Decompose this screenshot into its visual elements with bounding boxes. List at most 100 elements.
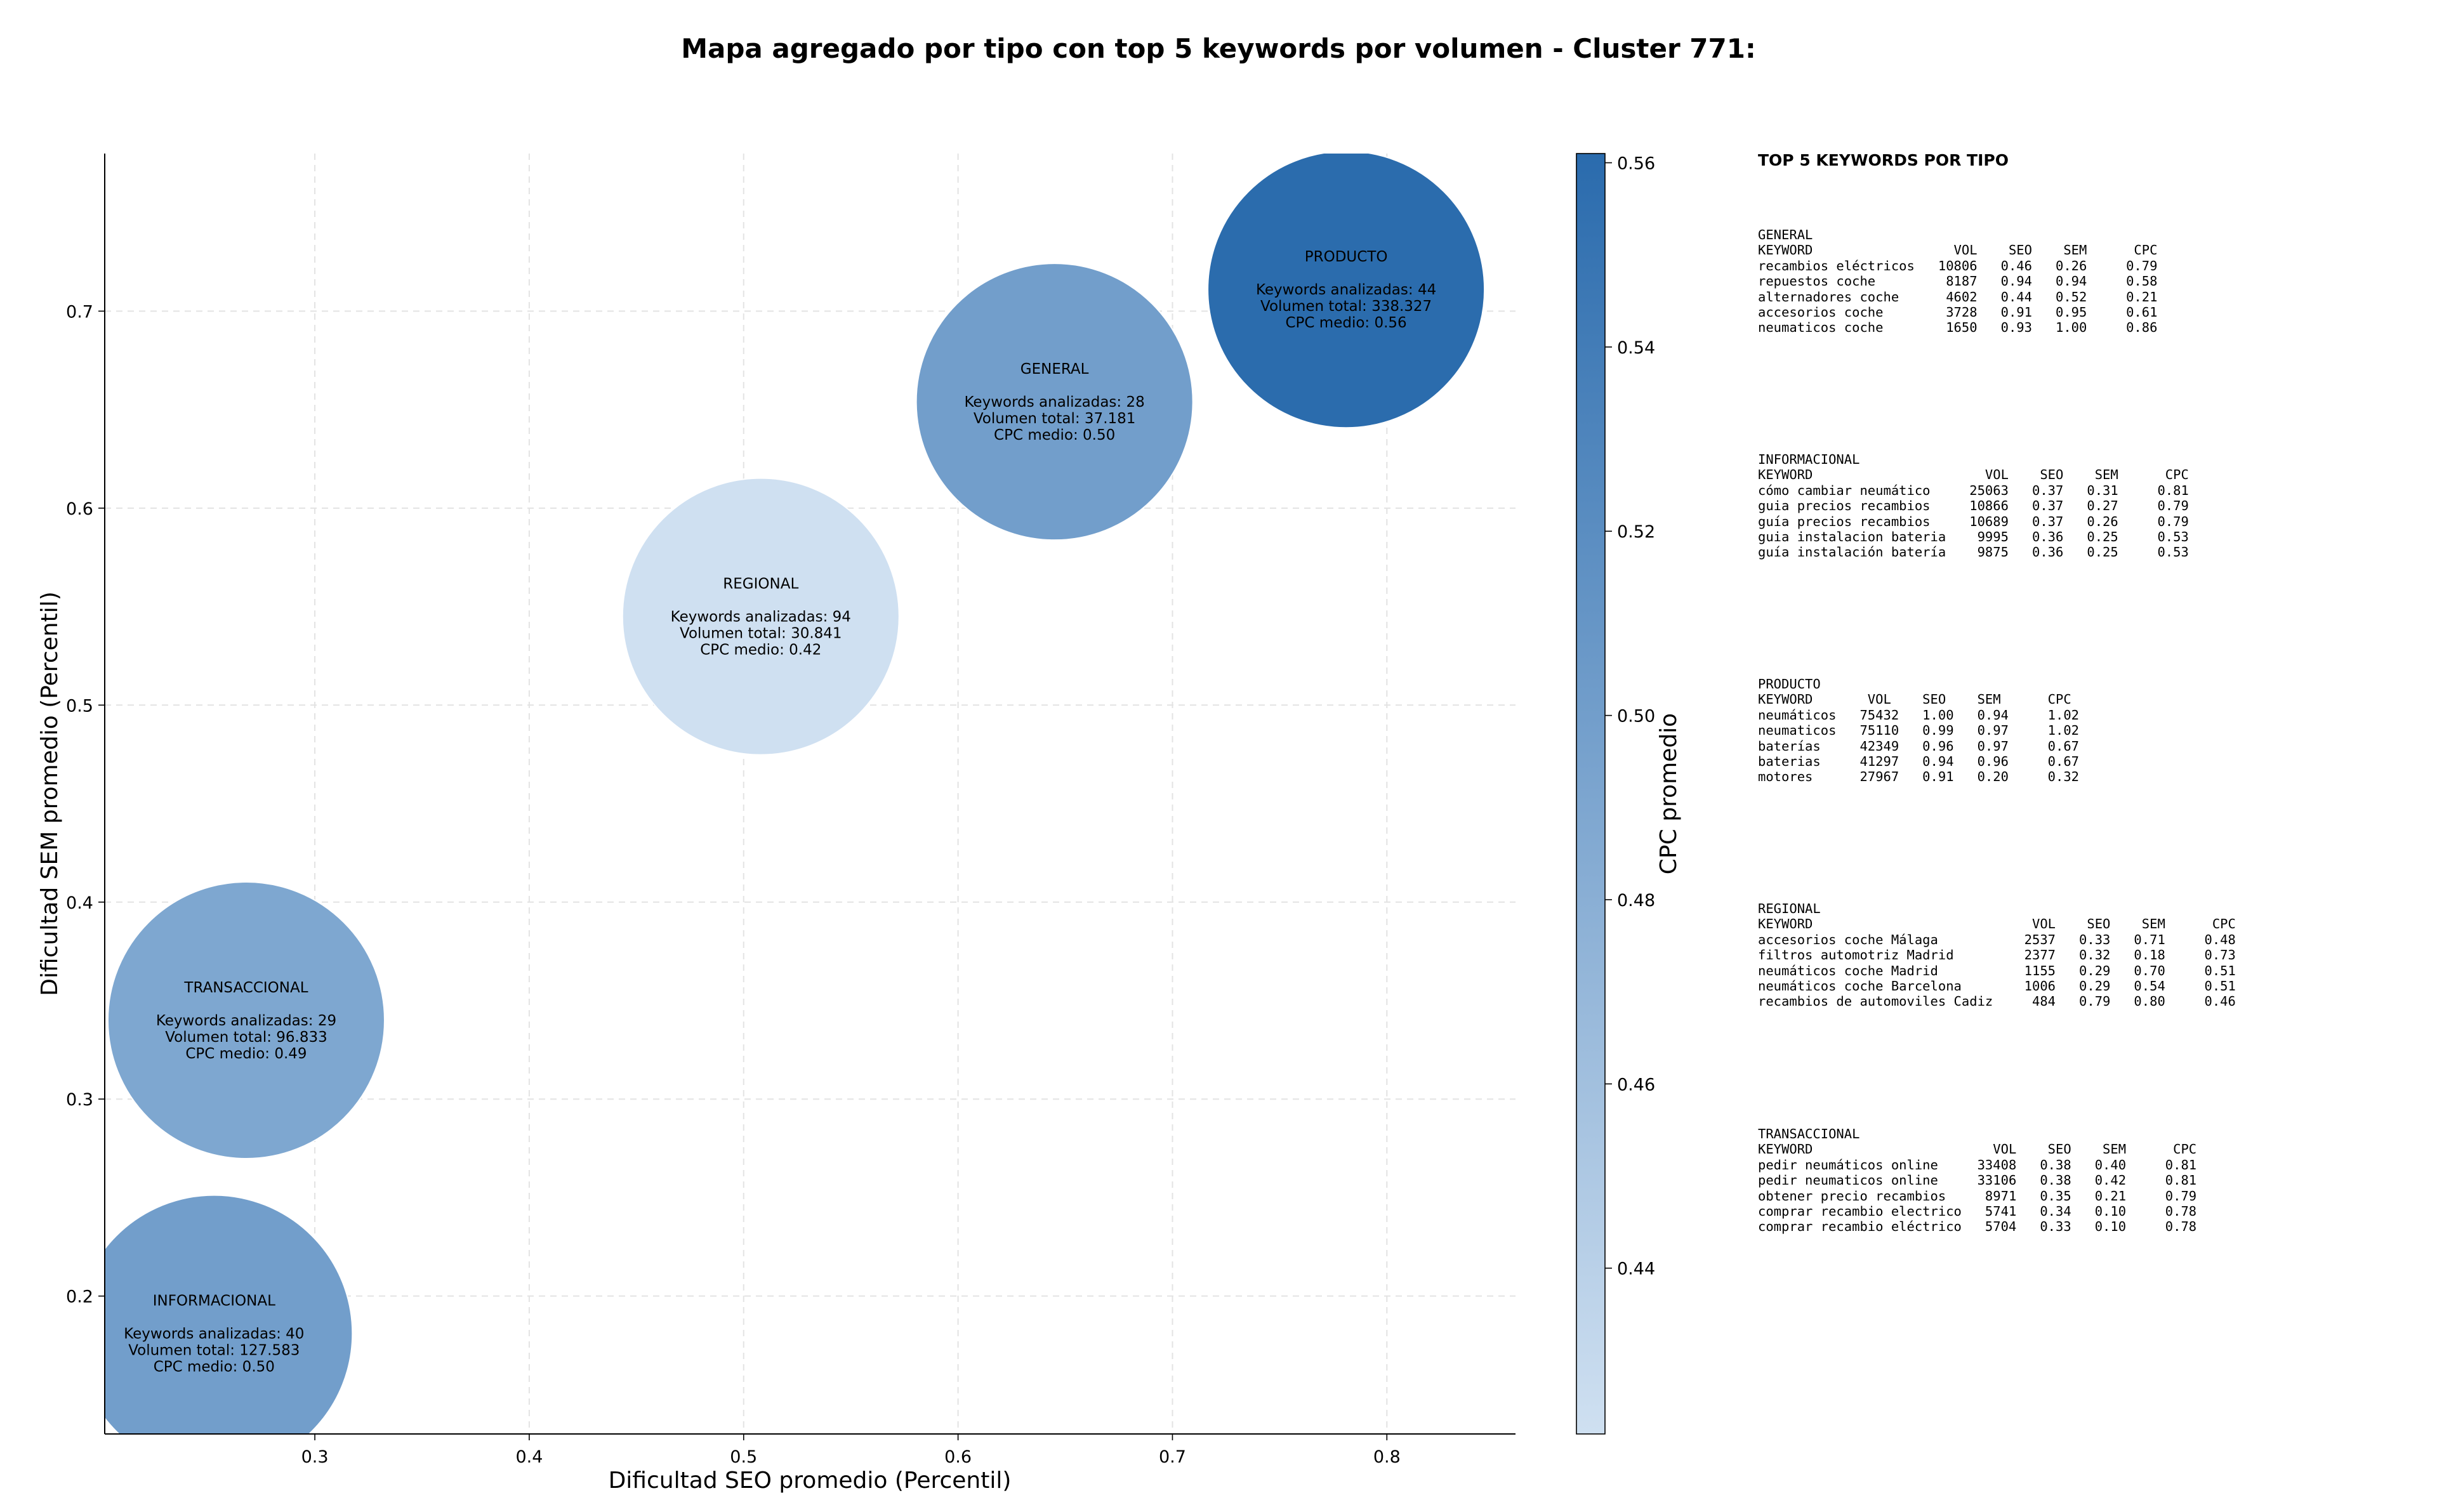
keyword-table-row: obtener precio recambios 8971 0.35 0.21 …	[1758, 1188, 2197, 1204]
keyword-table-row: comprar recambio electrico 5741 0.34 0.1…	[1758, 1204, 2197, 1219]
keyword-table-row: pedir neumáticos online 33408 0.38 0.40 …	[1758, 1157, 2197, 1173]
keyword-table-row: repuestos coche 8187 0.94 0.94 0.58	[1758, 273, 2158, 289]
x-tick-label: 0.3	[301, 1447, 329, 1467]
x-tick-label: 0.5	[730, 1447, 757, 1467]
y-tick-label: 0.2	[66, 1287, 93, 1307]
keyword-table-row: neumaticos coche 1650 0.93 1.00 0.86	[1758, 320, 2158, 336]
grid	[105, 154, 1516, 1434]
bubble-informacional: INFORMACIONAL Keywords analizadas: 40Volu…	[105, 1194, 353, 1434]
bubble-point	[1207, 154, 1486, 429]
keyword-table-row: recambios de automoviles Cadiz 484 0.79 …	[1758, 994, 2236, 1009]
keyword-table-heading: INFORMACIONAL	[1758, 452, 1860, 467]
keyword-table-transaccional: TRANSACCIONAL KEYWORD VOL SEO SEM CPC pedi…	[1758, 1126, 2196, 1235]
colorbar: 0.44 0.46 0.48 0.50 0.52 0.54 0.56 CPC promedi…	[1576, 153, 1682, 1435]
keyword-table-header: KEYWORD VOL SEO SEM CPC	[1758, 916, 2236, 932]
keyword-table-row: neumaticos 75110 0.99 0.97 1.02	[1758, 723, 2080, 739]
keyword-table-row: recambios eléctricos 10806 0.46 0.26 0.7…	[1758, 258, 2158, 273]
y-tick-label: 0.6	[66, 499, 93, 519]
keyword-table-row: guia precios recambios 10866 0.37 0.27 0…	[1758, 498, 2189, 514]
keyword-table-row: baterias 41297 0.94 0.96 0.67	[1758, 754, 2080, 770]
bubble-label: CPC medio: 0.42	[700, 642, 821, 659]
tick-labels: 0.3 0.4 0.5 0.6 0.7 0.8 0.2 0.3 0.4 0.5 0.6 0.7	[66, 302, 1401, 1467]
bubble-label: CPC medio: 0.49	[185, 1046, 307, 1062]
keyword-table-row: guía instalación batería 9875 0.36 0.25 …	[1758, 544, 2189, 560]
colorbar-tick-label: 0.44	[1617, 1259, 1655, 1279]
bubble-label: Volumen total: 338.327	[1260, 298, 1432, 315]
bubble-label: Keywords analizadas: 28	[965, 394, 1145, 411]
keywords-panel-title: TOP 5 KEYWORDS POR TIPO	[1758, 151, 2009, 169]
colorbar-ticks: 0.44 0.46 0.48 0.50 0.52 0.54 0.56	[1605, 154, 1655, 1279]
keyword-table-row: motores 27967 0.91 0.20 0.32	[1758, 769, 2080, 785]
bubble-label: Volumen total: 96.833	[165, 1029, 327, 1046]
keyword-table-row: alternadores coche 4602 0.44 0.52 0.21	[1758, 289, 2158, 305]
keyword-table-row: accesorios coche Málaga 2537 0.33 0.71 0…	[1758, 931, 2236, 947]
keyword-table-heading: GENERAL	[1758, 227, 1813, 242]
bubble-label: Keywords analizadas: 29	[156, 1013, 336, 1029]
bubble-label: INFORMACIONAL	[153, 1293, 275, 1310]
axes	[98, 154, 1516, 1440]
bubble-label: REGIONAL	[723, 576, 798, 593]
bubble-label: CPC medio: 0.56	[1286, 315, 1407, 331]
colorbar-label: CPC promedio	[1656, 713, 1682, 874]
bubble-point	[915, 263, 1194, 541]
keyword-table-heading: TRANSACCIONAL	[1758, 1126, 1860, 1141]
colorbar-tick-label: 0.56	[1617, 154, 1655, 174]
x-axis-label: Dificultad SEO promedio (Percentil)	[609, 1468, 1012, 1494]
bubble-label: PRODUCTO	[1305, 249, 1388, 265]
keyword-table-header: KEYWORD VOL SEO SEM CPC	[1758, 467, 2189, 483]
colorbar-tick-label: 0.52	[1617, 522, 1655, 542]
bubble-label: Keywords analizadas: 94	[671, 609, 851, 626]
keyword-table-row: neumáticos 75432 1.00 0.94 1.02	[1758, 707, 2080, 723]
keyword-table-regional: REGIONAL KEYWORD VOL SEO SEM CPC accesorio…	[1758, 901, 2236, 1009]
bubble-label: Keywords analizadas: 40	[124, 1326, 304, 1343]
keyword-table-header: KEYWORD VOL SEO SEM CPC	[1758, 242, 2158, 258]
keyword-table-row: accesorios coche 3728 0.91 0.95 0.61	[1758, 305, 2158, 320]
bubble-label: Keywords analizadas: 44	[1256, 282, 1436, 298]
colorbar-gradient	[1576, 153, 1606, 1435]
bubble-label: Volumen total: 127.583	[128, 1343, 300, 1359]
bubble-point	[105, 1194, 353, 1434]
keyword-table-heading: PRODUCTO	[1758, 676, 1821, 692]
colorbar-tick-label: 0.50	[1617, 707, 1655, 726]
keyword-table-row: comprar recambio eléctrico 5704 0.33 0.1…	[1758, 1219, 2197, 1235]
y-tick-label: 0.7	[66, 302, 93, 322]
keyword-table-row: filtros automotriz Madrid 2377 0.32 0.18…	[1758, 947, 2236, 963]
keyword-table-header: KEYWORD VOL SEO SEM CPC	[1758, 1141, 2197, 1157]
y-tick-label: 0.3	[66, 1090, 93, 1110]
chart-title: Mapa agregado por tipo con top 5 keyword…	[681, 33, 1756, 64]
bubble-label: CPC medio: 0.50	[154, 1359, 275, 1376]
keyword-table-header: KEYWORD VOL SEO SEM CPC	[1758, 692, 2071, 707]
bubble-label: Volumen total: 30.841	[680, 626, 842, 642]
keyword-table-row: neumáticos coche Madrid 1155 0.29 0.70 0…	[1758, 963, 2236, 978]
x-tick-label: 0.8	[1373, 1447, 1401, 1467]
keyword-table-heading: REGIONAL	[1758, 901, 1821, 916]
y-axis-label: Dificultad SEM promedio (Percentil)	[37, 591, 63, 996]
x-tick-label: 0.6	[944, 1447, 972, 1467]
y-tick-label: 0.5	[66, 696, 93, 716]
keyword-table-informacional: INFORMACIONAL KEYWORD VOL SEO SEM CPC cómo…	[1758, 452, 2189, 560]
y-tick-label: 0.4	[66, 893, 93, 913]
keyword-table-row: pedir neumaticos online 33106 0.38 0.42 …	[1758, 1173, 2197, 1188]
keyword-table-row: baterías 42349 0.96 0.97 0.67	[1758, 738, 2080, 754]
bubble-label: GENERAL	[1020, 361, 1089, 378]
keyword-table-row: guía precios recambios 10689 0.37 0.26 0…	[1758, 513, 2189, 529]
keyword-table-row: guia instalacion bateria 9995 0.36 0.25 …	[1758, 529, 2189, 545]
keyword-table-producto: PRODUCTO KEYWORD VOL SEO SEM CPC neumático…	[1758, 676, 2079, 785]
x-tick-label: 0.4	[515, 1447, 543, 1467]
colorbar-tick-label: 0.46	[1617, 1075, 1655, 1095]
keyword-table-row: neumáticos coche Barcelona 1006 0.29 0.5…	[1758, 978, 2236, 994]
x-tick-label: 0.7	[1159, 1447, 1186, 1467]
bubble-transaccional: TRANSACCIONAL Keywords analizadas: 29Volu…	[107, 881, 385, 1160]
bubble-label: CPC medio: 0.50	[994, 427, 1115, 444]
bubble-point	[107, 881, 385, 1160]
bubble-point	[621, 477, 900, 756]
bubble-label: TRANSACCIONAL	[183, 980, 308, 996]
bubble-label: Volumen total: 37.181	[974, 411, 1136, 427]
keyword-table-row: cómo cambiar neumático 25063 0.37 0.31 0…	[1758, 482, 2189, 498]
colorbar-tick-label: 0.48	[1617, 891, 1655, 910]
colorbar-tick-label: 0.54	[1617, 338, 1655, 358]
